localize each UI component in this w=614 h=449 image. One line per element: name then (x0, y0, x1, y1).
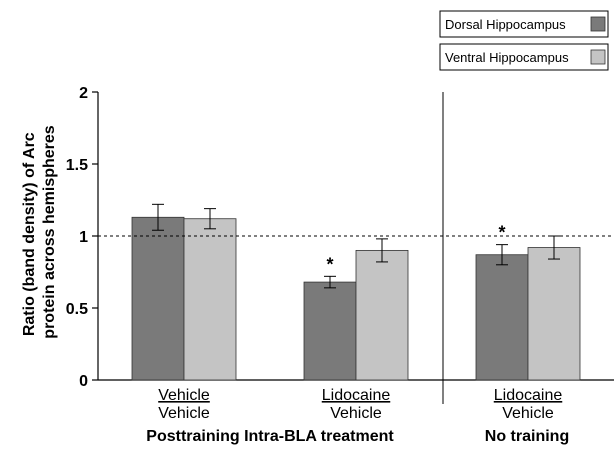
y-axis-label-line2: protein across hemispheres (41, 125, 58, 339)
y-tick-label: 0 (79, 373, 88, 390)
group-bottom-label: Vehicle (502, 405, 554, 422)
group-bottom-label: Vehicle (158, 405, 210, 422)
y-tick-label: 0.5 (66, 301, 88, 318)
group-bottom-label: Vehicle (330, 405, 382, 422)
x-axis-labels: VehicleVehicleLidocaineVehicleLidocaineV… (146, 387, 569, 445)
y-axis-label: Ratio (band density) of Arc protein acro… (21, 125, 58, 339)
significance-marker: * (498, 223, 505, 243)
y-tick-label: 1 (79, 229, 88, 246)
group-top-label: Vehicle (158, 387, 210, 404)
y-tick-label: 1.5 (66, 157, 88, 174)
plot-area: ** (98, 92, 614, 404)
section-label: Posttraining Intra-BLA treatment (146, 428, 394, 445)
group-top-label: Lidocaine (494, 387, 563, 404)
bar (183, 218, 237, 381)
y-tick-label: 2 (79, 85, 88, 102)
section-label: No training (485, 428, 569, 445)
legend: Dorsal Hippocampus Ventral Hippocampus (439, 10, 609, 71)
legend-label: Ventral Hippocampus (445, 50, 569, 65)
y-axis-label-line1: Ratio (band density) of Arc (21, 132, 38, 336)
bar (527, 247, 581, 381)
legend-box (439, 43, 609, 71)
legend-swatch (590, 16, 606, 32)
group-top-label: Lidocaine (322, 387, 391, 404)
legend-label: Dorsal Hippocampus (445, 17, 566, 32)
legend-box (439, 10, 609, 38)
bar (131, 216, 185, 381)
bar (355, 249, 409, 381)
bar (303, 281, 357, 381)
bar (475, 254, 529, 381)
legend-swatch (590, 49, 606, 65)
significance-marker: * (326, 254, 333, 274)
